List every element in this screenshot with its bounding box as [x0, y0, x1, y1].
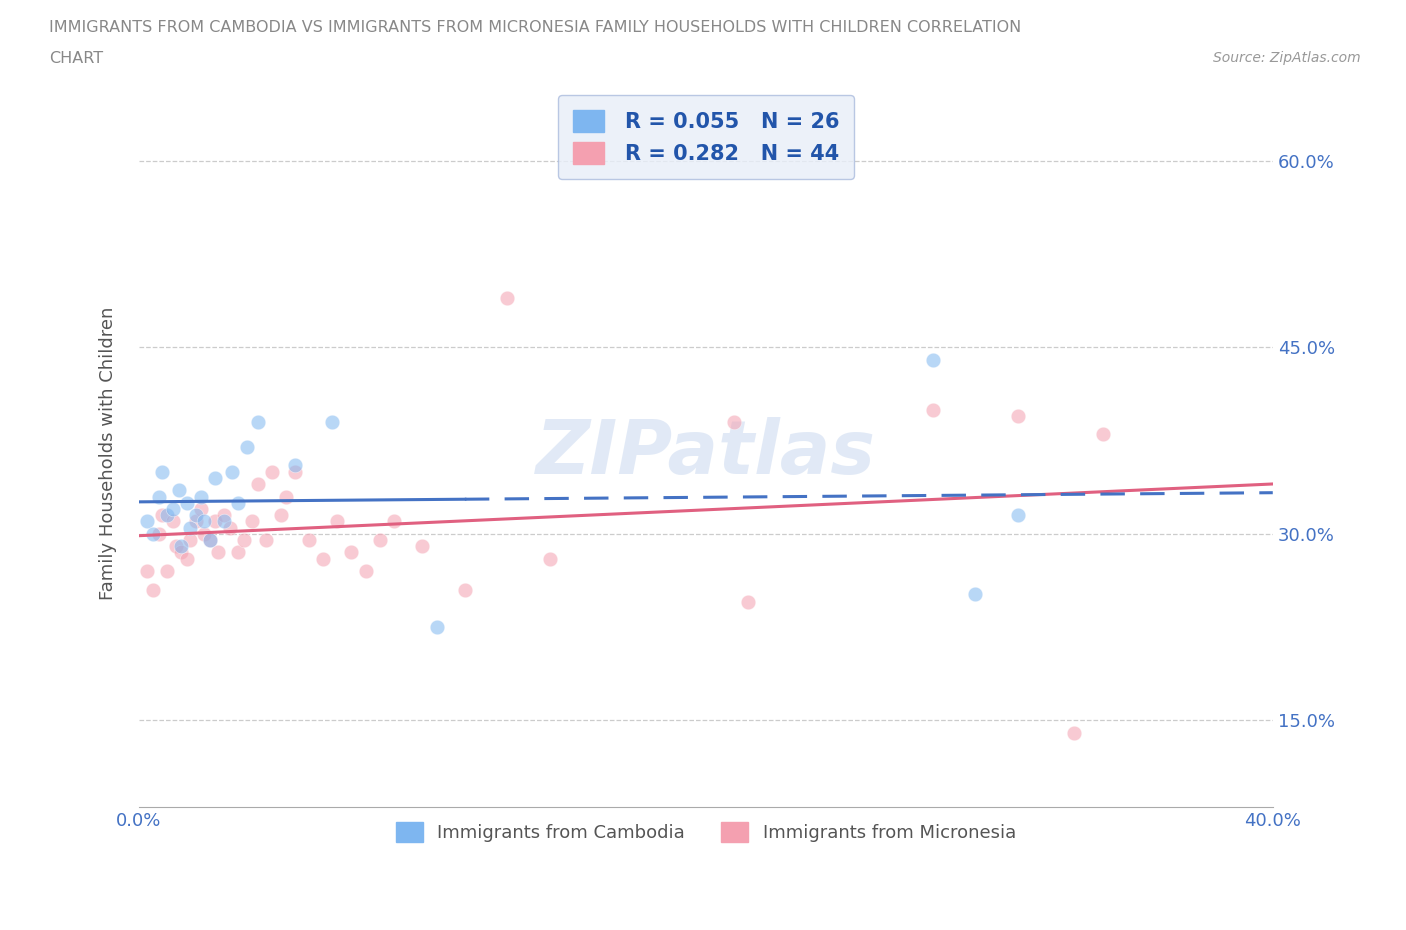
Point: [167, 483, 190, 498]
Point: [921, 352, 943, 367]
Point: [276, 489, 298, 504]
Point: [207, 545, 229, 560]
Point: [198, 533, 221, 548]
Point: [921, 402, 943, 417]
Point: [193, 526, 215, 541]
Point: [298, 533, 321, 548]
Point: [150, 464, 173, 479]
Point: [156, 508, 179, 523]
Point: [142, 582, 165, 597]
Point: [179, 533, 201, 548]
Point: [1007, 508, 1029, 523]
Point: [198, 533, 221, 548]
Point: [538, 551, 561, 566]
Point: [232, 533, 254, 548]
Point: [184, 508, 207, 523]
Point: [176, 496, 198, 511]
Point: [148, 526, 170, 541]
Point: [204, 514, 226, 529]
Point: [312, 551, 335, 566]
Point: [150, 508, 173, 523]
Point: [212, 508, 235, 523]
Point: [226, 545, 249, 560]
Point: [284, 464, 307, 479]
Point: [235, 439, 257, 454]
Point: [246, 415, 269, 430]
Point: [170, 545, 193, 560]
Point: [411, 538, 433, 553]
Point: [270, 508, 292, 523]
Point: [165, 538, 187, 553]
Point: [162, 501, 184, 516]
Point: [382, 514, 405, 529]
Point: [262, 464, 284, 479]
Point: [176, 551, 198, 566]
Point: [212, 514, 235, 529]
Point: [321, 415, 343, 430]
Point: [723, 415, 745, 430]
Text: IMMIGRANTS FROM CAMBODIA VS IMMIGRANTS FROM MICRONESIA FAMILY HOUSEHOLDS WITH CH: IMMIGRANTS FROM CAMBODIA VS IMMIGRANTS F…: [49, 20, 1022, 35]
Point: [965, 586, 987, 601]
Point: [218, 520, 240, 535]
Point: [496, 290, 519, 305]
Point: [368, 533, 391, 548]
Point: [142, 526, 165, 541]
Point: [184, 514, 207, 529]
Point: [326, 514, 349, 529]
Point: [240, 514, 263, 529]
Point: [162, 514, 184, 529]
Point: [1063, 725, 1085, 740]
Point: [190, 489, 212, 504]
Text: Source: ZipAtlas.com: Source: ZipAtlas.com: [1213, 51, 1361, 65]
Point: [256, 533, 278, 548]
Point: [1007, 408, 1029, 423]
Point: [190, 501, 212, 516]
Point: [193, 514, 215, 529]
Point: [221, 464, 243, 479]
Point: [170, 538, 193, 553]
Point: [246, 477, 269, 492]
Text: ZIPatlas: ZIPatlas: [536, 417, 876, 489]
Legend: Immigrants from Cambodia, Immigrants from Micronesia: Immigrants from Cambodia, Immigrants fro…: [388, 815, 1024, 849]
Point: [204, 471, 226, 485]
Point: [136, 564, 159, 578]
Point: [226, 496, 249, 511]
Point: [340, 545, 363, 560]
Point: [454, 582, 477, 597]
Y-axis label: Family Households with Children: Family Households with Children: [100, 306, 117, 600]
Point: [737, 595, 759, 610]
Point: [284, 458, 307, 473]
Point: [148, 489, 170, 504]
Point: [156, 564, 179, 578]
Point: [136, 514, 159, 529]
Point: [1091, 427, 1114, 442]
Text: CHART: CHART: [49, 51, 103, 66]
Point: [425, 619, 447, 634]
Point: [354, 564, 377, 578]
Point: [179, 520, 201, 535]
